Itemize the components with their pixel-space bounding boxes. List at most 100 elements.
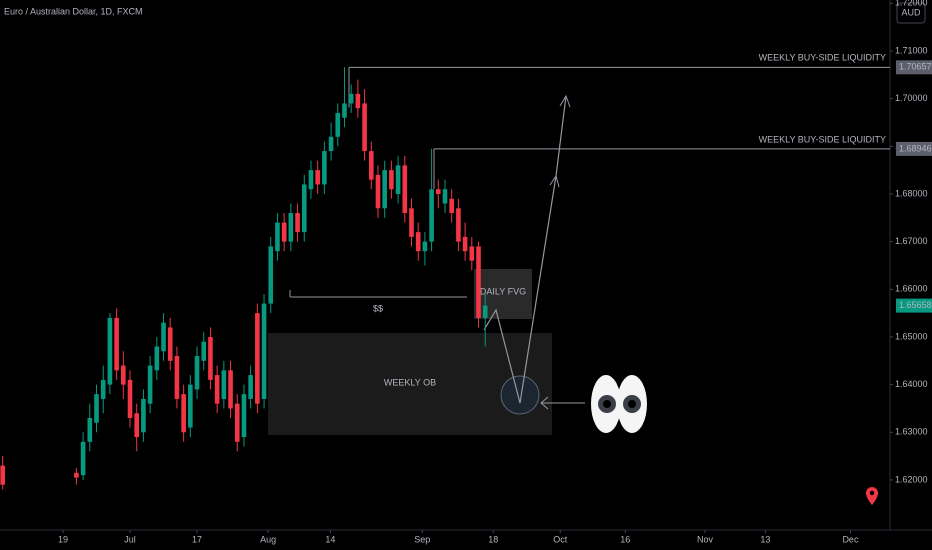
candle-body: [368, 151, 374, 180]
candle-body: [141, 398, 146, 433]
candle-body: [322, 151, 327, 185]
annotation: DAILY FVG: [480, 286, 526, 296]
candle-body: [114, 317, 119, 371]
arrow-head: [559, 94, 571, 108]
eyes-emoji: [591, 375, 647, 433]
candle-body: [214, 375, 220, 404]
y-tick-label: 1.68000: [895, 188, 928, 198]
price-tag: [896, 141, 932, 156]
candle-body: [181, 394, 186, 433]
candle-body: [442, 189, 448, 204]
candle-body: [328, 136, 334, 152]
candle-body: [281, 222, 287, 242]
candle-body: [107, 317, 113, 385]
x-tick-label: 19: [58, 534, 68, 544]
candle-body: [208, 336, 213, 380]
candle-body: [409, 208, 414, 237]
x-tick-label: Nov: [697, 534, 714, 544]
x-tick-label: 16: [620, 534, 630, 544]
candle-body: [80, 441, 86, 476]
candle-body: [234, 403, 240, 442]
annotation: WEEKLY OB: [384, 377, 436, 387]
candle-body: [362, 103, 367, 152]
candle-body: [268, 246, 274, 304]
candle-body: [94, 394, 99, 423]
price-tag: [896, 60, 932, 75]
candle-body: [415, 232, 421, 252]
last-price-label: 1.65658: [899, 300, 932, 310]
candle-body: [121, 365, 126, 385]
candle-body: [288, 213, 294, 242]
candle-body: [100, 379, 106, 399]
candle-body: [241, 394, 247, 438]
x-tick-label: 14: [325, 534, 335, 544]
candle-body: [395, 165, 401, 194]
candle-body: [355, 93, 361, 109]
candle-body: [335, 112, 341, 137]
candle-body: [74, 472, 79, 478]
x-tick-label: Aug: [260, 534, 276, 544]
level-label: WEEKLY BUY-SIDE LIQUIDITY: [759, 53, 886, 63]
candle-body: [308, 170, 314, 190]
y-tick-label: 1.65000: [895, 331, 928, 341]
candle-body: [315, 170, 320, 185]
candle-body: [275, 222, 280, 252]
candle-body: [188, 384, 193, 428]
x-tick-label: Jul: [124, 534, 136, 544]
y-tick-label: 1.67000: [895, 236, 928, 246]
candle-body: [174, 356, 180, 399]
candle-body: [161, 322, 166, 352]
currency-button[interactable]: [896, 2, 926, 24]
y-tick-label: 1.62000: [895, 474, 928, 484]
candle-body: [342, 103, 347, 118]
candle-body: [134, 413, 140, 438]
arrow-head: [540, 396, 549, 410]
candle-body: [167, 327, 173, 361]
candle-body: [228, 370, 233, 409]
y-tick-label: 1.70000: [895, 93, 928, 103]
y-tick-label: 1.63000: [895, 427, 928, 437]
candle-body: [255, 313, 260, 404]
currency: AUD: [901, 7, 921, 17]
candle-body: [221, 370, 227, 399]
candle-body: [194, 356, 200, 390]
price-tag-label: 1.68946: [899, 143, 932, 153]
annotation: $$: [373, 303, 383, 313]
price-tag-label: 1.70657: [899, 62, 932, 72]
candle-body: [476, 246, 481, 318]
candle-body: [147, 365, 153, 404]
level-label: WEEKLY BUY-SIDE LIQUIDITY: [759, 134, 886, 144]
candle-body: [261, 303, 267, 399]
x-tick-label: 18: [488, 534, 498, 544]
y-tick-label: 1.72000: [895, 0, 928, 8]
candle-body: [482, 305, 488, 318]
location-pin: [866, 487, 878, 505]
candle-body: [389, 170, 394, 190]
candle-body: [375, 174, 381, 209]
candle-body: [0, 465, 5, 485]
candle-body: [201, 341, 207, 361]
x-tick-label: Dec: [842, 534, 859, 544]
x-tick-label: Oct: [553, 534, 568, 544]
candle-body: [382, 170, 387, 209]
candle-body: [295, 213, 300, 233]
candle-body: [435, 189, 441, 194]
candle-body: [127, 379, 133, 418]
y-tick-label: 1.71000: [895, 45, 928, 55]
candle-body: [429, 189, 434, 242]
arrow-head: [549, 174, 560, 188]
candle-body: [462, 236, 468, 252]
candle-body: [348, 93, 354, 104]
candle-body: [469, 246, 475, 261]
y-tick-label: 1.64000: [895, 379, 928, 389]
candle-body: [87, 417, 93, 442]
candle-body: [301, 184, 307, 233]
candle-body: [154, 346, 160, 371]
candle-body: [456, 208, 461, 242]
x-tick-label: 17: [192, 534, 202, 544]
chart-title: Euro / Australian Dollar, 1D, FXCM: [4, 6, 143, 16]
x-tick-label: 13: [760, 534, 770, 544]
candle-body: [422, 241, 428, 252]
